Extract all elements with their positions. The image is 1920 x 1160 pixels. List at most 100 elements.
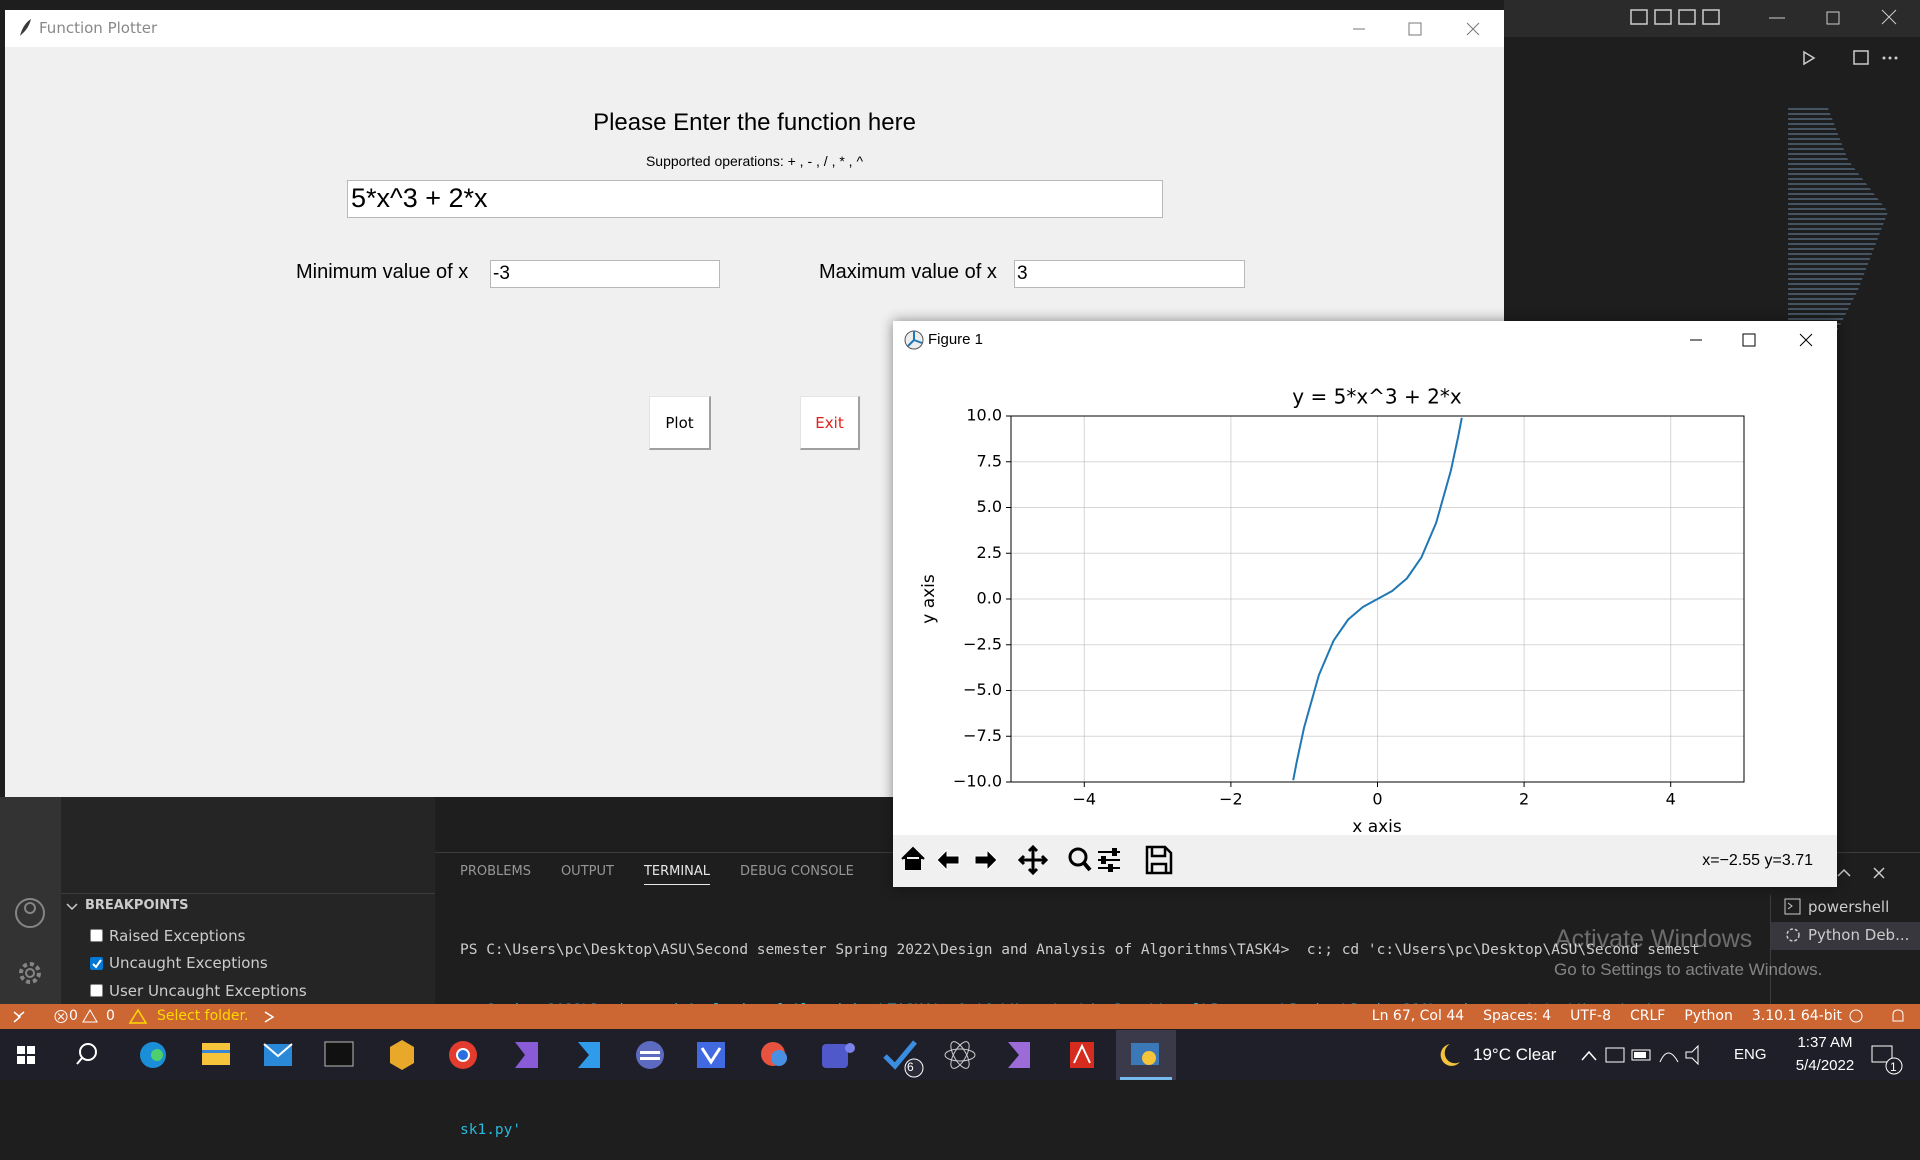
decoration (636, 1041, 664, 1069)
decoration (27, 1056, 35, 1064)
y-tick-label: 5.0 (977, 497, 1002, 516)
decoration (13, 1011, 25, 1023)
panel-tab[interactable]: DEBUG CONSOLE (740, 864, 854, 879)
status-item[interactable]: Spaces: 4 (1483, 1008, 1552, 1024)
decoration (904, 1058, 924, 1078)
watermark-subtitle: Go to Settings to activate Windows. (1554, 960, 1823, 979)
breakpoint-label: Raised Exceptions (109, 926, 246, 945)
decoration (1882, 56, 1886, 60)
decoration (1881, 9, 1897, 25)
decoration (1837, 868, 1851, 877)
decoration (263, 1043, 293, 1058)
axes-frame (1010, 415, 1745, 783)
decoration (578, 1042, 600, 1068)
weather[interactable]: 19°C Clear (1473, 1045, 1557, 1064)
status-item[interactable]: UTF-8 (1570, 1008, 1611, 1024)
decoration (20, 19, 31, 36)
back-button[interactable] (936, 848, 960, 872)
decoration (1786, 928, 1800, 942)
home-button[interactable] (901, 846, 925, 870)
decoration (944, 1048, 976, 1062)
pan-button[interactable] (1017, 844, 1049, 876)
decoration (1654, 9, 1672, 25)
decoration (1605, 1047, 1625, 1063)
zoom-button[interactable] (1068, 847, 1092, 872)
decoration (1885, 1057, 1903, 1075)
y-tick-label: 10.0 (966, 406, 1002, 425)
decoration (54, 1010, 68, 1023)
decoration (1888, 56, 1892, 60)
decoration (1082, 861, 1092, 872)
chart-title: y = 5*x^3 + 2*x (1292, 385, 1462, 409)
status-item[interactable]: Python (1684, 1008, 1733, 1024)
decoration (950, 1041, 970, 1069)
max-input[interactable]: 3 (1014, 260, 1245, 288)
figure-window-controls (1690, 333, 1813, 347)
breakpoint-row[interactable]: User Uncaught Exceptions (90, 977, 307, 1005)
toolbar-icons (901, 844, 1173, 876)
decoration (1873, 867, 1885, 879)
checkmark (92, 959, 102, 969)
error-count[interactable]: 0 (69, 1008, 78, 1024)
save-icon[interactable] (1145, 845, 1173, 875)
max-label: Maximum value of x (819, 261, 997, 283)
terminal-list (1770, 895, 1920, 1004)
decoration (79, 1043, 97, 1061)
panel-tab[interactable]: PROBLEMS (460, 864, 531, 879)
chart: y = 5*x^3 + 2*x x axis y axis −4 −2 0 2 4 −10… (919, 385, 1745, 835)
y-tick-label: 2.5 (977, 543, 1002, 562)
status-item[interactable]: 3.10.1 64-bit (1751, 1008, 1842, 1024)
decoration (324, 1041, 354, 1067)
forward-button[interactable] (974, 848, 998, 872)
decoration (1068, 847, 1088, 867)
x-tick-label: −4 (1073, 790, 1097, 809)
exit-button[interactable]: Exit (800, 396, 860, 450)
terminal-name[interactable]: Python Deb... (1808, 926, 1910, 944)
decoration (82, 1009, 98, 1023)
decoration (24, 902, 36, 914)
status-bar (0, 1004, 1920, 1029)
function-input[interactable]: 5*x^3 + 2*x (347, 180, 1163, 218)
decoration (1787, 902, 1793, 910)
cursor-coords: x=−2.55 y=3.71 (1702, 852, 1813, 869)
decoration (1849, 1009, 1863, 1023)
terminal-icons (1784, 898, 1801, 942)
decoration (640, 1057, 660, 1060)
breakpoints-list: Raised Exceptions Uncaught Exceptions User… (90, 922, 307, 1005)
select-folder[interactable]: Select folder. (157, 1008, 249, 1024)
breakpoint-label: User Uncaught Exceptions (109, 981, 307, 1000)
decoration (1803, 50, 1816, 66)
clock-date[interactable]: 5/4/2022 (1795, 1057, 1855, 1074)
min-input[interactable]: -3 (490, 260, 720, 288)
status-item[interactable]: CRLF (1629, 1008, 1666, 1024)
decoration (822, 1044, 848, 1068)
y-tick-label: −5.0 (963, 680, 1002, 699)
status-icons (13, 1008, 275, 1024)
min-label: Minimum value of x (296, 261, 469, 283)
breakpoint-row[interactable]: Raised Exceptions (90, 922, 307, 950)
sidebar-divider (61, 893, 435, 894)
language[interactable]: ENG (1734, 1046, 1767, 1063)
status-item[interactable]: Ln 67, Col 44 (1371, 1008, 1465, 1024)
configure-button[interactable] (1098, 848, 1120, 872)
decoration (1784, 898, 1801, 915)
badge: 6 (907, 1060, 914, 1074)
plot-button[interactable]: Plot (649, 396, 711, 450)
tray-icons (1440, 1044, 1903, 1075)
decoration (515, 1042, 538, 1068)
decoration (202, 1050, 230, 1053)
decoration (1108, 864, 1113, 872)
terminal-name[interactable]: powershell (1808, 898, 1890, 916)
decoration (901, 846, 925, 870)
decoration (1799, 333, 1813, 347)
clock-time[interactable]: 1:37 AM (1797, 1034, 1853, 1051)
status-right: Ln 67, Col 44 Spaces: 4 UTF-8 CRLF Python 3.1… (1372, 1008, 1842, 1024)
breakpoint-row[interactable]: Uncaught Exceptions (90, 950, 307, 978)
warning-count[interactable]: 0 (106, 1008, 115, 1024)
vscode-title-icons (1630, 9, 1898, 66)
panel-tab[interactable]: TERMINAL (643, 864, 711, 885)
decoration (25, 968, 35, 978)
panel-tab[interactable]: OUTPUT (560, 864, 614, 879)
collapse-chevron (66, 903, 78, 911)
decoration (1634, 1052, 1646, 1058)
